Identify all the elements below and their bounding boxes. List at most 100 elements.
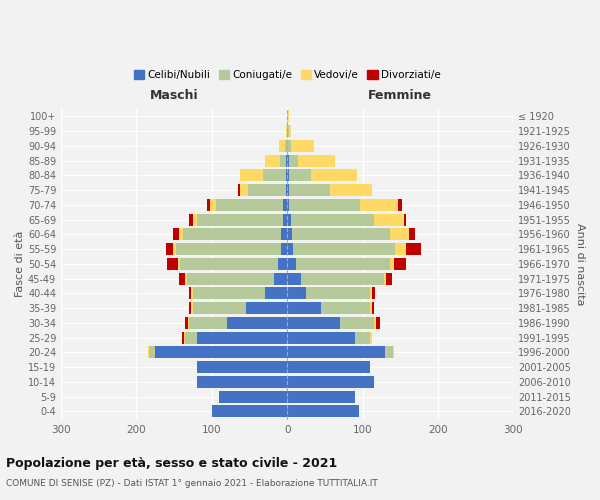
Bar xyxy=(287,258,296,270)
Bar xyxy=(212,405,287,417)
Bar xyxy=(197,214,287,226)
Bar xyxy=(148,346,287,358)
Bar xyxy=(176,243,287,255)
Bar xyxy=(285,140,287,152)
Y-axis label: Anni di nascita: Anni di nascita xyxy=(575,222,585,305)
Bar xyxy=(241,170,287,181)
Bar xyxy=(287,317,340,329)
Bar xyxy=(184,332,287,344)
Bar xyxy=(189,302,287,314)
Bar xyxy=(197,361,287,373)
Bar xyxy=(191,302,287,314)
Bar xyxy=(287,199,361,211)
Bar xyxy=(212,405,287,417)
Bar xyxy=(197,376,287,388)
Bar xyxy=(287,332,355,344)
Bar xyxy=(287,346,394,358)
Bar xyxy=(287,258,391,270)
Bar xyxy=(287,140,314,152)
Bar xyxy=(287,228,391,240)
Bar xyxy=(182,332,287,344)
Bar xyxy=(187,272,287,284)
Bar xyxy=(287,170,289,181)
Bar xyxy=(191,288,287,300)
Bar xyxy=(286,184,287,196)
Bar xyxy=(287,361,370,373)
Bar xyxy=(246,302,287,314)
Bar xyxy=(287,272,386,284)
Bar xyxy=(287,154,335,166)
Bar xyxy=(287,214,374,226)
Bar xyxy=(263,170,287,181)
Text: Maschi: Maschi xyxy=(150,90,199,102)
Bar xyxy=(279,140,287,152)
Bar xyxy=(287,184,371,196)
Bar xyxy=(287,154,335,166)
Bar xyxy=(287,361,370,373)
Bar xyxy=(197,332,287,344)
Bar xyxy=(220,390,287,402)
Bar xyxy=(287,228,292,240)
Bar xyxy=(287,170,356,181)
Bar xyxy=(287,288,374,300)
Bar xyxy=(287,243,293,255)
Bar xyxy=(287,154,298,166)
Bar xyxy=(281,243,287,255)
Bar xyxy=(212,405,287,417)
Bar xyxy=(287,214,406,226)
Bar xyxy=(287,243,395,255)
Bar xyxy=(287,390,355,402)
Bar xyxy=(185,317,287,329)
Bar xyxy=(287,140,314,152)
Bar xyxy=(280,154,287,166)
Bar xyxy=(287,184,371,196)
Bar xyxy=(287,125,289,137)
Bar xyxy=(287,346,394,358)
Bar xyxy=(287,288,306,300)
Bar xyxy=(207,199,287,211)
Bar xyxy=(287,302,374,314)
Bar xyxy=(189,288,287,300)
Bar xyxy=(287,332,371,344)
Bar xyxy=(193,302,287,314)
Bar xyxy=(148,346,287,358)
Bar xyxy=(185,332,287,344)
Bar xyxy=(287,390,355,402)
Bar xyxy=(173,228,287,240)
Y-axis label: Fasce di età: Fasce di età xyxy=(15,230,25,297)
Bar xyxy=(287,376,374,388)
Bar xyxy=(287,199,289,211)
Bar xyxy=(238,184,287,196)
Bar xyxy=(287,317,374,329)
Bar xyxy=(227,317,287,329)
Bar xyxy=(286,170,287,181)
Bar xyxy=(265,154,287,166)
Bar xyxy=(287,154,289,166)
Bar xyxy=(287,184,330,196)
Bar xyxy=(197,376,287,388)
Text: Femmine: Femmine xyxy=(368,90,432,102)
Bar xyxy=(287,243,406,255)
Bar xyxy=(287,214,291,226)
Bar xyxy=(287,258,406,270)
Bar xyxy=(287,376,374,388)
Bar xyxy=(287,258,394,270)
Bar xyxy=(183,228,287,240)
Bar xyxy=(283,214,287,226)
Bar xyxy=(287,125,291,137)
Legend: Celibi/Nubili, Coniugati/e, Vedovi/e, Divorziati/e: Celibi/Nubili, Coniugati/e, Vedovi/e, Di… xyxy=(130,66,445,84)
Bar xyxy=(287,390,355,402)
Bar xyxy=(149,346,287,358)
Bar xyxy=(287,199,402,211)
Bar xyxy=(197,376,287,388)
Bar xyxy=(197,361,287,373)
Bar xyxy=(287,361,370,373)
Bar xyxy=(241,184,287,196)
Bar xyxy=(220,390,287,402)
Bar xyxy=(287,243,421,255)
Bar xyxy=(274,272,287,284)
Bar xyxy=(248,184,287,196)
Bar xyxy=(278,258,287,270)
Bar xyxy=(209,199,287,211)
Bar xyxy=(167,258,287,270)
